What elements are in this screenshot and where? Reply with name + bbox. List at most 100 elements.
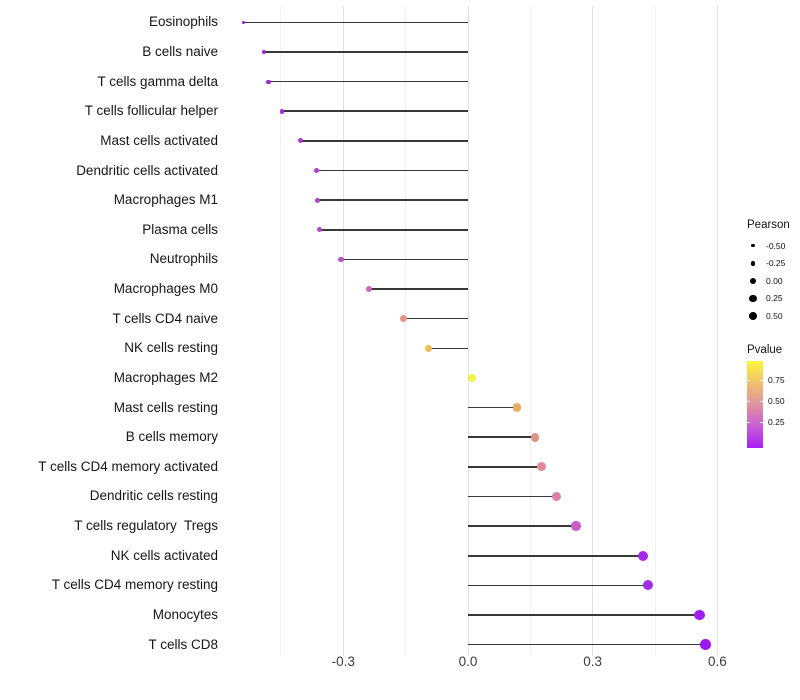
y-axis-label: T cells CD4 memory resting xyxy=(51,577,218,593)
y-axis-label: Eosinophils xyxy=(148,14,218,30)
y-axis-label: B cells naive xyxy=(142,44,218,60)
lollipop-dot xyxy=(314,197,321,203)
pearson-legend-label: -0.25 xyxy=(766,258,786,269)
lollipop-stem xyxy=(468,554,643,557)
lollipop-dot xyxy=(694,609,705,621)
y-axis-label: Macrophages M1 xyxy=(113,192,218,208)
pearson-legend-dot xyxy=(749,311,757,320)
y-axis-label: T cells CD4 naive xyxy=(112,310,218,326)
pvalue-colorbar xyxy=(747,361,763,448)
lollipop-stem xyxy=(282,110,468,113)
lollipop-stem xyxy=(243,21,468,24)
lollipop-dot xyxy=(700,639,712,650)
colorbar-tick xyxy=(747,380,750,381)
lollipop-stem xyxy=(341,258,468,261)
y-axis-label: Monocytes xyxy=(152,607,218,622)
gridline-minor xyxy=(529,6,531,656)
pearson-legend-title: Pearson xyxy=(747,219,790,231)
gridline-minor xyxy=(405,6,407,656)
lollipop-stem xyxy=(403,317,468,320)
pearson-legend-dot xyxy=(749,294,757,302)
lollipop-stem xyxy=(468,525,577,527)
lollipop-dot xyxy=(400,315,407,323)
y-axis-label: Macrophages M0 xyxy=(113,281,218,297)
pvalue-legend-title: Pvalue xyxy=(747,344,783,356)
colorbar-tick xyxy=(747,422,750,423)
lollipop-stem xyxy=(468,614,700,616)
lollipop-stem xyxy=(264,51,468,53)
lollipop-dot xyxy=(316,227,323,233)
colorbar-tick xyxy=(760,422,763,423)
pvalue-legend-label: 0.75 xyxy=(768,375,785,385)
lollipop-dot xyxy=(643,580,654,591)
lollipop-stem xyxy=(468,643,706,646)
x-axis-tick-label: -0.3 xyxy=(331,654,355,669)
x-axis-tick-label: 0.6 xyxy=(708,654,727,669)
y-axis-label: Mast cells resting xyxy=(113,399,218,415)
plot-panel xyxy=(222,6,730,656)
pearson-legend-label: 0.50 xyxy=(766,310,783,321)
lollipop-stem xyxy=(468,466,542,468)
lollipop-stem xyxy=(428,347,468,350)
y-axis-label: T cells CD8 xyxy=(148,636,218,652)
gridline-major xyxy=(342,6,344,656)
gridline-major xyxy=(467,6,469,656)
gridline-major xyxy=(592,6,594,656)
lollipop-dot xyxy=(338,256,345,263)
colorbar-tick xyxy=(747,401,750,402)
lollipop-stem xyxy=(468,406,518,409)
x-axis-tick-label: 0.0 xyxy=(458,654,478,669)
lollipop-dot xyxy=(637,550,648,561)
lollipop-dot xyxy=(365,285,373,293)
y-axis-label: Dendritic cells resting xyxy=(89,488,218,504)
lollipop-dot xyxy=(424,344,433,352)
lollipop-dot xyxy=(571,521,581,531)
pearson-legend-dot xyxy=(750,260,756,266)
lollipop-stem xyxy=(468,495,557,498)
y-axis-label: Macrophages M2 xyxy=(113,369,218,385)
gridline-minor xyxy=(280,6,282,656)
y-axis-label: T cells regulatory Tregs xyxy=(74,518,218,534)
lollipop-stem xyxy=(369,288,468,290)
lollipop-stem xyxy=(319,229,468,231)
pearson-legend-dot xyxy=(751,244,755,248)
pvalue-legend-label: 0.50 xyxy=(768,396,785,406)
y-axis-label: NK cells resting xyxy=(124,340,218,356)
pearson-legend-label: 0.00 xyxy=(766,275,783,286)
lollipop-stem xyxy=(468,436,535,438)
colorbar-tick xyxy=(760,401,763,402)
y-axis-label: T cells follicular helper xyxy=(84,103,218,119)
pvalue-legend-label: 0.25 xyxy=(768,417,785,427)
lollipop-dot xyxy=(297,138,303,144)
y-axis-label: T cells CD4 memory activated xyxy=(38,458,218,474)
y-axis-label: B cells memory xyxy=(125,429,218,445)
lollipop-dot xyxy=(530,432,540,442)
lollipop-dot xyxy=(241,20,246,25)
lollipop-stem xyxy=(468,584,649,587)
gridline-major xyxy=(716,6,718,656)
lollipop-dot xyxy=(468,373,477,382)
pearson-legend-label: 0.25 xyxy=(766,293,783,304)
y-axis-label: T cells gamma delta xyxy=(97,73,218,89)
legend: Pearson -0.50 -0.25 0.00 0.25 0.50 Pvalue 0.… xyxy=(735,0,800,700)
lollipop-dot xyxy=(262,49,267,55)
colorbar-tick xyxy=(760,380,763,381)
lollipop-stem xyxy=(316,169,468,172)
pearson-legend-label: -0.50 xyxy=(766,240,786,251)
lollipop-stem xyxy=(317,199,468,201)
lollipop-dot xyxy=(536,462,546,472)
y-axis-label: Mast cells activated xyxy=(100,132,218,148)
lollipop-dot xyxy=(512,403,522,412)
lollipop-stem xyxy=(300,140,468,142)
lollipop-dot xyxy=(279,109,285,114)
pearson-legend-dot xyxy=(749,277,757,284)
lollipop-dot xyxy=(551,491,561,501)
gridline-minor xyxy=(654,6,656,656)
y-axis-label: Plasma cells xyxy=(142,221,218,237)
y-axis-label: Neutrophils xyxy=(149,251,218,267)
y-axis-label: NK cells activated xyxy=(110,547,218,563)
lollipop-stem xyxy=(268,80,468,83)
lollipop-dot xyxy=(313,167,319,174)
y-axis-label: Dendritic cells activated xyxy=(76,162,218,178)
